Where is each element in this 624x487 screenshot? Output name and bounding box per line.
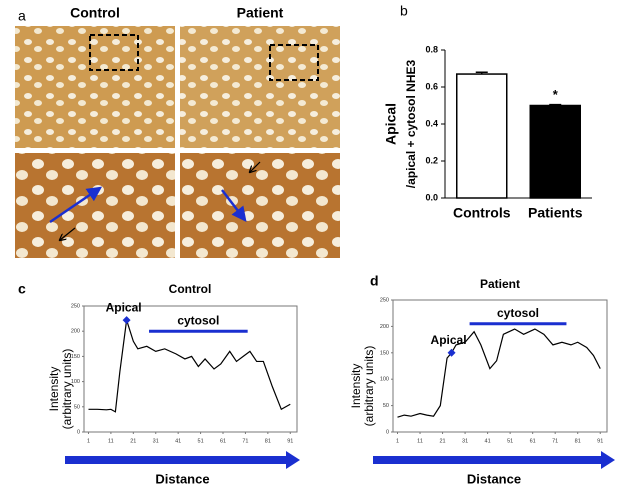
y-tick-label: 100: [380, 377, 389, 383]
bar: [456, 73, 508, 199]
y-tick-label: 100: [71, 379, 80, 385]
x-axis-label: Distance: [155, 471, 209, 486]
distance-arrow: [373, 451, 615, 469]
x-tick-label: 1: [87, 438, 90, 444]
panel-label: b: [400, 3, 408, 19]
x-tick-label: 81: [265, 438, 271, 444]
apical-marker: [122, 316, 131, 325]
y-tick-label: 150: [71, 354, 80, 360]
x-axis-label: Distance: [467, 471, 521, 486]
y-tick-label: 0.2: [425, 155, 438, 165]
image-title: Patient: [237, 5, 284, 21]
y-tick-label: 200: [71, 329, 80, 335]
annotation: Apical: [106, 300, 142, 314]
y-axis-label: Intensity: [47, 367, 61, 412]
y-axis-label: /apical + cytosol NHE3: [404, 59, 418, 188]
x-tick-label: 31: [462, 438, 468, 444]
annotation: cytosol: [177, 313, 219, 327]
y-tick-label: 250: [71, 303, 80, 309]
panel-label: d: [370, 273, 379, 289]
x-tick-label: Controls: [453, 205, 511, 221]
x-tick-label: 41: [175, 438, 181, 444]
chart-title: Control: [169, 282, 212, 296]
x-tick-label: 21: [130, 438, 136, 444]
micrographs: [15, 26, 340, 258]
y-tick-label: 0.0: [425, 192, 438, 202]
y-tick-label: 150: [380, 350, 389, 356]
bar: [529, 104, 581, 199]
line: [397, 328, 601, 418]
y-tick-label: 250: [380, 297, 389, 303]
y-tick-label: 200: [380, 324, 389, 330]
x-tick-label: 1: [396, 438, 399, 444]
y-axis-label: Intensity: [349, 364, 363, 409]
x-tick-label: 61: [530, 438, 536, 444]
annotation: cytosol: [497, 306, 539, 320]
y-axis-label: (arbitrary units): [362, 346, 376, 427]
x-tick-label: 71: [242, 438, 248, 444]
chart-title: Patient: [480, 277, 520, 291]
panel-label: a: [18, 8, 26, 24]
y-tick-label: 0.8: [425, 44, 438, 54]
x-tick-label: 11: [108, 438, 114, 444]
plot-frame: [83, 305, 298, 433]
image-title: Control: [70, 5, 120, 21]
apical-marker: [447, 348, 456, 357]
y-tick-label: 0: [386, 429, 389, 435]
y-tick-label: 0.4: [425, 118, 438, 128]
x-tick-label: 71: [552, 438, 558, 444]
plot-frame: [392, 299, 608, 433]
x-tick-label: 91: [287, 438, 293, 444]
y-tick-label: 50: [74, 404, 80, 410]
annotation: Apical: [431, 333, 467, 347]
x-tick-label: 51: [507, 438, 513, 444]
line: [88, 319, 291, 413]
y-tick-label: 0.6: [425, 81, 438, 91]
x-tick-label: 21: [439, 438, 445, 444]
y-tick-label: 50: [383, 403, 389, 409]
x-tick-label: 41: [485, 438, 491, 444]
x-tick-label: 31: [153, 438, 159, 444]
significance: *: [553, 87, 559, 102]
y-tick-label: 0: [77, 429, 80, 435]
distance-arrow: [65, 451, 300, 469]
x-tick-label: 11: [417, 438, 423, 444]
error-bar: [549, 103, 562, 106]
x-tick-label: 61: [220, 438, 226, 444]
x-tick-label: Patients: [528, 205, 583, 221]
x-tick-label: 91: [597, 438, 603, 444]
y-axis-label: Apical: [383, 103, 399, 145]
x-tick-label: 81: [575, 438, 581, 444]
x-tick-label: 51: [198, 438, 204, 444]
error-bar: [475, 71, 488, 75]
y-axis-label: (arbitrary units): [60, 349, 74, 430]
panel-label: c: [18, 281, 26, 297]
